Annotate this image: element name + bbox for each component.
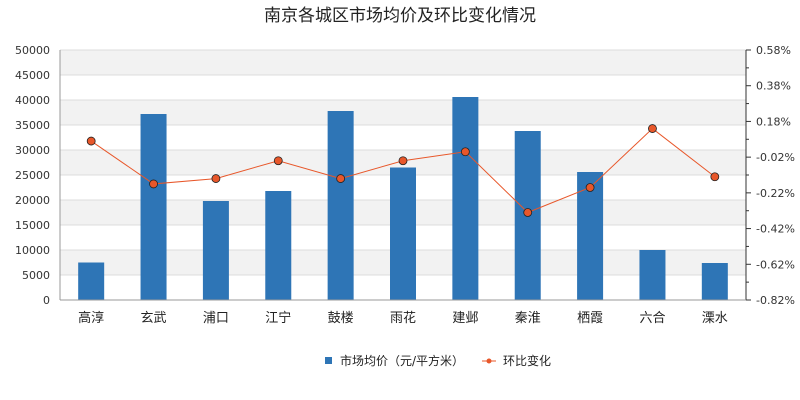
category-label: 建邺	[452, 311, 478, 326]
line-point	[211, 174, 221, 183]
left-tick-label: 45000	[15, 69, 50, 82]
left-tick-label: 25000	[15, 169, 50, 182]
left-tick-label: 5000	[22, 269, 50, 282]
right-tick-label: -0.42%	[756, 223, 795, 236]
right-tick-label: -0.02%	[756, 151, 795, 164]
right-tick-label: 0.58%	[756, 44, 791, 57]
right-axis-ticks: -0.82% -0.62% -0.42% -0.22% -0.02% 0.18% 0.38%…	[746, 44, 795, 307]
legend-line-marker	[486, 358, 492, 364]
bar	[327, 111, 354, 300]
line-point	[710, 172, 720, 182]
line-point	[86, 136, 96, 146]
left-tick-label: 50000	[15, 44, 50, 57]
category-label: 鼓楼	[328, 311, 354, 326]
category-label: 雨花	[390, 310, 416, 326]
left-tick-label: 40000	[15, 94, 50, 107]
left-tick-label: 35000	[15, 119, 50, 132]
line-point	[336, 174, 346, 183]
category-label: 六合	[639, 311, 665, 326]
legend-line-label: 环比变化	[503, 353, 551, 368]
line-point	[398, 156, 408, 166]
bar	[140, 114, 167, 300]
line-series	[86, 124, 720, 217]
left-tick-label: 0	[43, 294, 50, 307]
left-tick-label: 30000	[15, 144, 50, 157]
bar	[639, 250, 666, 300]
legend: 市场均价（元/平方米） 环比变化	[325, 353, 551, 368]
right-tick-label: 0.38%	[756, 80, 791, 93]
category-label: 秦淮	[515, 311, 541, 326]
bar	[577, 172, 604, 300]
line-point	[585, 183, 595, 192]
category-labels: 高淳 玄武 浦口 江宁 鼓楼 雨花 建邺 秦淮 栖霞 六合 溧水	[78, 310, 728, 326]
grid-band	[60, 50, 746, 75]
category-label: 栖霞	[577, 311, 603, 326]
category-label: 江宁	[265, 310, 291, 326]
line-point	[648, 124, 657, 133]
left-axis-ticks: 0 5000 10000 15000 20000 25000 30000 35000 40000…	[15, 44, 50, 307]
legend-bar-label: 市场均价（元/平方米）	[340, 353, 464, 368]
line-point	[460, 147, 470, 157]
right-tick-label: -0.82%	[756, 294, 795, 307]
right-tick-label: -0.62%	[756, 258, 795, 271]
left-tick-label: 10000	[15, 244, 50, 257]
legend-bar-swatch	[325, 357, 332, 364]
category-label: 浦口	[203, 311, 229, 326]
line-point	[523, 208, 533, 217]
right-tick-label: 0.18%	[756, 115, 791, 128]
category-label: 玄武	[141, 311, 167, 326]
bar	[202, 201, 229, 300]
left-tick-label: 20000	[15, 194, 50, 207]
grid-band	[60, 100, 746, 125]
line-point	[273, 156, 283, 166]
bar	[390, 167, 416, 300]
category-label: 高淳	[78, 310, 104, 326]
bar	[701, 263, 728, 300]
bar	[452, 97, 479, 300]
left-tick-label: 15000	[15, 219, 50, 232]
category-label: 溧水	[702, 311, 728, 326]
line-point	[149, 179, 158, 189]
bar-series	[78, 97, 728, 300]
chart-title: 南京各城区市场均价及环比变化情况	[264, 6, 536, 26]
bar	[265, 191, 292, 300]
bar	[78, 262, 105, 300]
right-tick-label: -0.22%	[756, 187, 795, 200]
